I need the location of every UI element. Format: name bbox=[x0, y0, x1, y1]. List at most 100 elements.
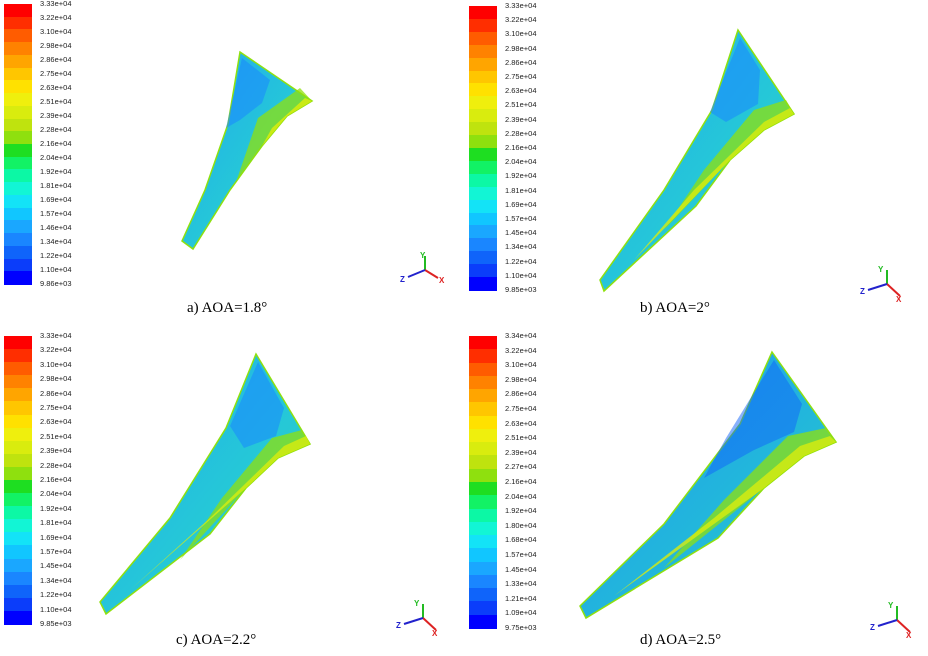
colorbar-swatch bbox=[4, 545, 32, 560]
colorbar-tick-label: 2.86e+04 bbox=[40, 55, 72, 64]
caption-d: d) AOA=2.5° bbox=[640, 632, 722, 648]
caption-b: b) AOA=2° bbox=[640, 300, 710, 316]
colorbar-tick-label: 2.98e+04 bbox=[505, 374, 537, 384]
colorbar-swatch bbox=[469, 521, 497, 536]
colorbar-tick-label: 3.33e+04 bbox=[505, 1, 537, 10]
colorbar-tick-label: 1.33e+04 bbox=[505, 579, 537, 589]
colorbar-swatch bbox=[4, 80, 32, 94]
colorbar-swatch bbox=[4, 427, 32, 442]
colorbar-tick-label: 1.69e+04 bbox=[505, 199, 537, 209]
colorbar-swatch bbox=[469, 389, 497, 403]
colorbar-swatch bbox=[469, 375, 497, 390]
wing-dark-region bbox=[226, 58, 270, 128]
colorbar-swatch bbox=[469, 83, 497, 97]
caption-a: a) AOA=1.8° bbox=[187, 300, 268, 316]
colorbar-swatch bbox=[469, 135, 497, 149]
colorbar-tick-label: 2.39e+04 bbox=[40, 111, 72, 120]
colorbar-tick-label: 2.39e+04 bbox=[505, 447, 537, 457]
axis-z-label: Z bbox=[860, 287, 865, 296]
colorbar-swatch bbox=[469, 160, 497, 175]
colorbar-swatch bbox=[4, 220, 32, 234]
colorbar-tick-label: 9.85e+03 bbox=[40, 619, 72, 628]
colorbar-swatch bbox=[469, 561, 497, 576]
colorbar-tick-label: 2.75e+04 bbox=[40, 69, 72, 78]
colorbar-b: 3.33e+04 3.22e+04 3.10e+04 2.98e+04 2.86e+04… bbox=[469, 2, 559, 294]
colorbar-tick-label: 2.04e+04 bbox=[505, 491, 537, 501]
colorbar-swatch bbox=[469, 238, 497, 252]
colorbar-swatch bbox=[4, 194, 32, 209]
colorbar-swatch bbox=[469, 199, 497, 214]
colorbar-tick-label: 1.69e+04 bbox=[40, 195, 72, 204]
axis-x-label: X bbox=[896, 295, 902, 304]
colorbar-swatch bbox=[4, 349, 32, 363]
colorbar-tick-label: 9.85e+03 bbox=[505, 285, 537, 294]
wing-contour-c bbox=[99, 352, 312, 616]
colorbar-tick-label: 1.34e+04 bbox=[40, 575, 72, 585]
coordinate-triad-b: Y X Z bbox=[860, 265, 902, 304]
colorbar-swatch bbox=[469, 574, 497, 589]
colorbar-swatch bbox=[469, 44, 497, 59]
colorbar-tick-label: 2.51e+04 bbox=[40, 431, 72, 441]
wing-edge-band bbox=[130, 436, 310, 590]
colorbar-tick-label: 1.81e+04 bbox=[505, 185, 537, 195]
colorbar-swatch bbox=[469, 601, 497, 616]
caption-c: c) AOA=2.2° bbox=[176, 632, 257, 648]
colorbar-tick-label: 3.33e+04 bbox=[40, 0, 72, 8]
colorbar-tick-label: 3.34e+04 bbox=[505, 331, 537, 340]
colorbar-swatch bbox=[469, 122, 497, 136]
colorbar-swatch bbox=[469, 225, 497, 239]
colorbar-tick-label: 1.57e+04 bbox=[505, 550, 537, 559]
colorbar-tick-label: 2.28e+04 bbox=[40, 125, 72, 134]
colorbar-tick-label: 2.16e+04 bbox=[40, 139, 72, 148]
colorbar-swatch bbox=[4, 440, 32, 455]
axis-z-label: Z bbox=[396, 621, 401, 630]
colorbar-tick-label: 1.10e+04 bbox=[40, 604, 72, 614]
colorbar-tick-label: 2.75e+04 bbox=[505, 404, 537, 413]
colorbar-swatch bbox=[469, 468, 497, 483]
colorbar-swatch bbox=[4, 245, 32, 260]
axis-y-label: Y bbox=[414, 599, 420, 608]
wing-surface bbox=[579, 350, 838, 620]
colorbar-tick-label: 2.39e+04 bbox=[40, 446, 72, 456]
colorbar-tick-label: 3.22e+04 bbox=[505, 15, 537, 25]
colorbar-swatch bbox=[4, 336, 32, 350]
colorbar-swatch bbox=[469, 428, 497, 443]
colorbar-tick-label: 1.09e+04 bbox=[505, 608, 537, 618]
colorbar-swatch bbox=[4, 519, 32, 533]
colorbar-swatch bbox=[4, 375, 32, 389]
wing-dark-region bbox=[230, 362, 284, 448]
colorbar-tick-label: 3.33e+04 bbox=[40, 331, 72, 340]
colorbar-tick-label: 2.98e+04 bbox=[40, 374, 72, 384]
colorbar-swatch bbox=[4, 169, 32, 183]
colorbar-swatch bbox=[4, 16, 32, 31]
colorbar-tick-label: 2.39e+04 bbox=[505, 114, 537, 124]
colorbar-tick-label: 9.86e+03 bbox=[40, 279, 72, 288]
panel-a: 3.33e+04 3.22e+04 3.10e+04 2.98e+04 2.86e+04… bbox=[0, 0, 464, 328]
colorbar-swatch bbox=[4, 131, 32, 145]
colorbar-swatch bbox=[4, 571, 32, 586]
colorbar-tick-label: 1.45e+04 bbox=[40, 561, 72, 571]
colorbar-swatch bbox=[4, 144, 32, 158]
colorbar-swatch bbox=[469, 109, 497, 123]
colorbar-swatch bbox=[469, 508, 497, 523]
colorbar-swatch bbox=[4, 4, 32, 18]
colorbar-tick-label: 3.10e+04 bbox=[505, 360, 537, 370]
colorbar-swatch bbox=[4, 182, 32, 196]
colorbar-swatch bbox=[4, 67, 32, 81]
colorbar-swatch bbox=[469, 31, 497, 46]
wing-contour-b bbox=[599, 28, 796, 293]
axis-z-label: Z bbox=[400, 275, 405, 284]
colorbar-tick-label: 2.86e+04 bbox=[40, 388, 72, 398]
colorbar-swatch bbox=[469, 70, 497, 85]
colorbar-swatch bbox=[4, 453, 32, 468]
coordinate-triad-c: Y X Z bbox=[396, 599, 438, 638]
colorbar-swatch bbox=[4, 54, 32, 69]
wing-contour-d bbox=[579, 350, 838, 620]
colorbar-swatch bbox=[4, 271, 32, 285]
colorbar-swatch bbox=[4, 532, 32, 547]
colorbar-tick-label: 1.92e+04 bbox=[40, 503, 72, 513]
colorbar-tick-label: 1.57e+04 bbox=[40, 547, 72, 556]
axis-z-label: Z bbox=[870, 623, 875, 632]
colorbar-d: 3.34e+04 3.22e+04 3.10e+04 2.98e+04 2.86e+04… bbox=[469, 332, 559, 632]
colorbar-swatch bbox=[469, 588, 497, 603]
